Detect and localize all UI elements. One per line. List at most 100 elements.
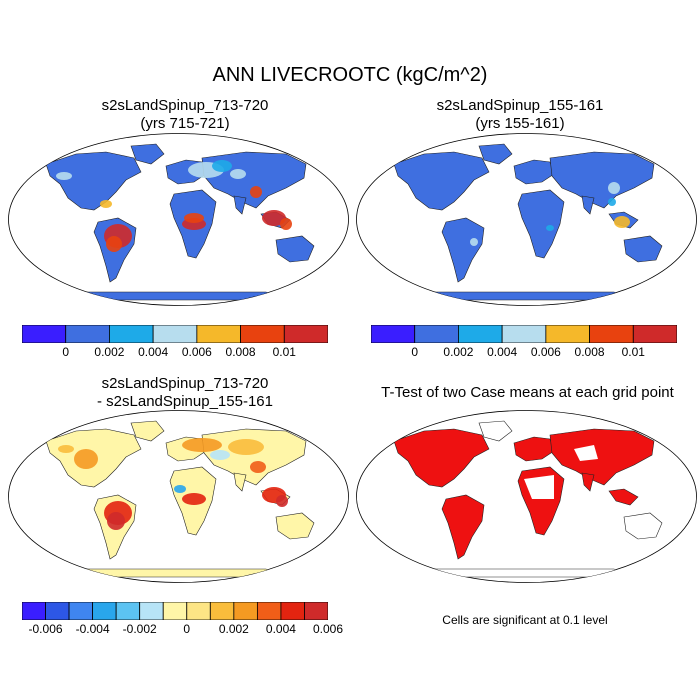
- colorbar-tick-label: -0.002: [122, 622, 157, 636]
- panel-2-years: (yrs 155-161): [475, 115, 565, 132]
- value-patch: [262, 210, 286, 226]
- colorbar-swatch: [589, 325, 634, 343]
- colorbar-swatch: [109, 325, 154, 343]
- panel-title-4: T-Test of two Case means at each grid po…: [355, 384, 700, 402]
- colorbar-difference: [22, 602, 328, 620]
- landmass-seasia: [608, 488, 639, 506]
- landmass-asia: [201, 428, 307, 486]
- colorbar-tick-label: 0.004: [487, 345, 518, 359]
- colorbar-swatch: [115, 602, 141, 620]
- landmass-india: [581, 195, 595, 215]
- colorbar-swatch: [45, 602, 70, 620]
- landmass-greenland: [130, 143, 165, 165]
- value-patch: [470, 238, 478, 246]
- value-patch: [58, 445, 74, 453]
- colorbar-swatch: [152, 325, 198, 343]
- colorbar-swatch: [139, 602, 164, 620]
- landmass-samerica: [441, 494, 485, 560]
- significance-note: Cells are significant at 0.1 level: [442, 613, 608, 627]
- colorbar-tick-label: 0.006: [181, 345, 212, 359]
- landmass-australia: [623, 512, 663, 540]
- panel-1-years: (yrs 715-721): [140, 115, 230, 132]
- colorbar-tick-label: -0.004: [75, 622, 110, 636]
- colorbar-tick-label: -0.006: [28, 622, 63, 636]
- colorbar-tick-label: 0: [411, 345, 419, 359]
- colorbar-swatch: [92, 602, 117, 620]
- landmass-asia: [549, 428, 655, 486]
- colorbar-tick-label: 0.008: [225, 345, 256, 359]
- colorbar-swatch: [233, 602, 258, 620]
- panel-3-case-b: - s2sLandSpinup_155-161: [97, 393, 273, 410]
- panel-3-case-a: s2sLandSpinup_713-720: [101, 375, 269, 392]
- map-difference: [8, 410, 349, 583]
- colorbar-swatch: [68, 602, 94, 620]
- panel-4-title: T-Test of two Case means at each grid po…: [381, 384, 674, 401]
- colorbar-difference-ticks: -0.006 -0.004 -0.002 0 0.002 0.004 0.006: [0, 622, 350, 640]
- colorbar-swatch: [256, 602, 282, 620]
- landmass-namerica: [393, 428, 490, 488]
- colorbar-swatch: [280, 602, 305, 620]
- colorbar-swatch: [240, 325, 285, 343]
- colorbar-swatch: [209, 602, 235, 620]
- landmass-africa: [517, 189, 565, 259]
- value-patch: [210, 450, 230, 460]
- colorbar-swatch: [501, 325, 547, 343]
- panel-title-1: s2sLandSpinup_713-720 (yrs 715-721): [20, 97, 350, 133]
- colorbar-tick-label: 0.004: [265, 622, 296, 636]
- landmass-asia: [549, 151, 655, 209]
- panel-1-case: s2sLandSpinup_713-720: [101, 97, 269, 114]
- value-patch: [230, 169, 246, 179]
- landmass-europe: [513, 159, 555, 185]
- colorbar-levels-2-ticks: 0 0.002 0.004 0.006 0.008 0.01: [349, 345, 699, 363]
- colorbar-swatch: [304, 602, 328, 620]
- colorbar-swatch: [545, 325, 590, 343]
- landmass-namerica: [45, 151, 142, 211]
- colorbar-swatch: [186, 602, 211, 620]
- landmass-greenland: [478, 420, 513, 442]
- value-patch: [228, 439, 264, 455]
- colorbar-levels-1: [22, 325, 328, 343]
- panel-title-3: s2sLandSpinup_713-720 - s2sLandSpinup_15…: [20, 375, 350, 411]
- colorbar-tick-label: 0: [183, 622, 191, 636]
- value-patch: [182, 438, 222, 452]
- landmass-antarctica: [418, 291, 635, 301]
- panel-title-2: s2sLandSpinup_155-161 (yrs 155-161): [355, 97, 685, 133]
- colorbar-swatch: [371, 325, 416, 343]
- colorbar-levels-2: [371, 325, 677, 343]
- value-patch: [276, 495, 288, 507]
- colorbar-tick-label: 0.01: [272, 345, 296, 359]
- value-patch: [250, 186, 262, 198]
- value-patch: [182, 493, 206, 505]
- landmass-australia: [275, 512, 315, 540]
- colorbar-swatch: [22, 602, 46, 620]
- map-case-155-161: [356, 133, 697, 306]
- landmass-india: [233, 195, 247, 215]
- value-patch: [608, 198, 616, 206]
- value-patch: [174, 485, 186, 493]
- landmass-india: [581, 472, 595, 492]
- colorbar-tick-label: 0.002: [443, 345, 474, 359]
- landmass-australia: [623, 235, 663, 263]
- map-ttest: [356, 410, 697, 583]
- non-significant-area: [524, 475, 554, 499]
- value-patch: [546, 225, 554, 231]
- value-patch: [614, 216, 630, 228]
- landmass-greenland: [478, 143, 513, 165]
- colorbar-swatch: [632, 325, 677, 343]
- colorbar-swatch: [414, 325, 459, 343]
- landmass-greenland: [130, 420, 165, 442]
- value-patch: [280, 218, 292, 230]
- map-case-713-720: [8, 133, 349, 306]
- value-patch: [250, 461, 266, 473]
- landmass-antarctica: [70, 568, 287, 578]
- colorbar-tick-label: 0: [62, 345, 70, 359]
- colorbar-swatch: [162, 602, 188, 620]
- landmass-australia: [275, 235, 315, 263]
- value-patch: [107, 512, 125, 530]
- colorbar-tick-label: 0.008: [574, 345, 605, 359]
- colorbar-tick-label: 0.002: [218, 622, 249, 636]
- landmass-antarctica: [418, 568, 635, 578]
- colorbar-swatch: [458, 325, 503, 343]
- figure-title: ANN LIVECROOTC (kgC/m^2): [212, 64, 488, 86]
- value-patch: [74, 449, 98, 469]
